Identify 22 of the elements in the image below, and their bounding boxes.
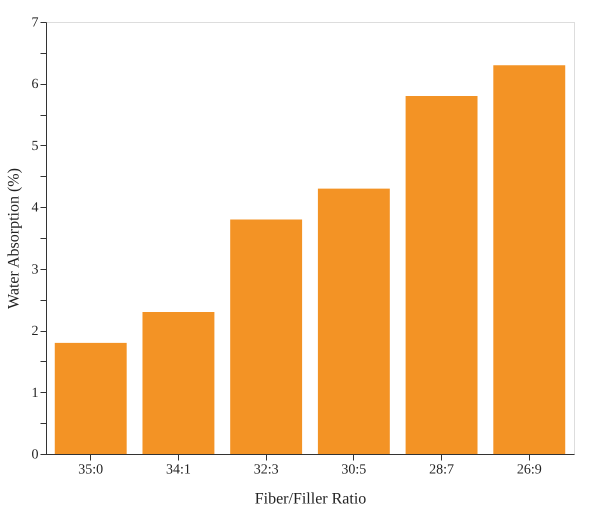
y-tick-label: 6 bbox=[32, 77, 38, 92]
bar bbox=[230, 219, 302, 454]
bar bbox=[493, 65, 566, 454]
y-tick-label: 7 bbox=[32, 16, 38, 30]
y-tick-label: 3 bbox=[32, 262, 38, 278]
y-tick-label: 4 bbox=[32, 200, 38, 216]
y-tick-label: 0 bbox=[32, 448, 38, 462]
x-tick-label: 32:3 bbox=[254, 462, 279, 478]
y-tick-label: 2 bbox=[32, 324, 38, 340]
x-tick-label: 34:1 bbox=[166, 462, 191, 478]
bar bbox=[54, 342, 127, 454]
bar bbox=[318, 188, 390, 454]
x-tick-label: 35:0 bbox=[78, 462, 104, 478]
x-tick-label: 30:5 bbox=[341, 462, 366, 478]
bar bbox=[406, 96, 478, 454]
x-tick-label: 26:9 bbox=[516, 462, 542, 478]
x-tick-label: 28:7 bbox=[429, 462, 454, 478]
x-axis-title: Fiber/Filler Ratio bbox=[254, 490, 366, 508]
y-tick-label: 5 bbox=[32, 138, 38, 154]
y-tick-label: 1 bbox=[32, 386, 38, 401]
y-axis-title: Water Absorption (%) bbox=[6, 168, 22, 309]
bar bbox=[142, 312, 214, 454]
